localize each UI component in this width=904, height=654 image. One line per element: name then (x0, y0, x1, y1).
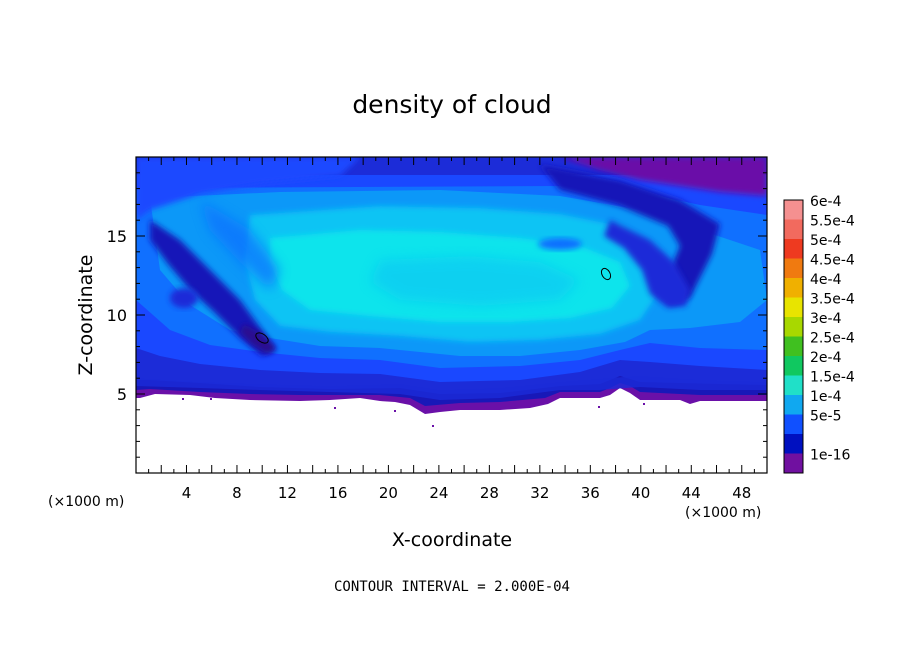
upper-left-blue (136, 157, 360, 220)
x-tick-label: 36 (581, 484, 600, 502)
y-tick-label: 15 (107, 227, 127, 246)
y-tick-label: 10 (107, 306, 127, 325)
colorbar-label: 1e-16 (810, 448, 850, 464)
colorbar-swatch (784, 453, 803, 474)
colorbar-label: 3.5e-4 (810, 292, 855, 308)
colorbar-frame (783, 199, 804, 474)
left-eddy (170, 288, 198, 308)
x-tick-label: 4 (182, 484, 192, 502)
upper-right-purple-band (560, 157, 767, 196)
x-tick-label: 44 (682, 484, 701, 502)
x-tick-label: 24 (429, 484, 448, 502)
colorbar-label: 2.5e-4 (810, 331, 855, 347)
colorbar-swatch (784, 297, 803, 318)
x-tick-label: 48 (732, 484, 751, 502)
x-tick-label: 20 (379, 484, 398, 502)
colorbar-label: 2e-4 (810, 350, 842, 366)
speck (210, 398, 212, 400)
colorbar-label: 5e-5 (810, 409, 841, 425)
colorbar-label: 5.5e-4 (810, 214, 855, 230)
x-unit-label-right: (×1000 m) (685, 505, 761, 521)
x-tick-label: 28 (480, 484, 499, 502)
colorbar-swatch (784, 375, 803, 396)
colorbar-label: 5e-4 (810, 233, 842, 249)
colorbar-swatch (784, 356, 803, 376)
left-diagonal-band (150, 220, 276, 356)
contour-loop-left (255, 332, 269, 344)
colorbar-label: 4.5e-4 (810, 253, 855, 269)
colorbar-swatch (784, 200, 803, 220)
x-tick-label: 12 (278, 484, 297, 502)
colorbar-swatch (784, 258, 803, 279)
speck (394, 410, 396, 412)
field-cyan-inner (370, 256, 580, 306)
x-tick-label: 8 (232, 484, 242, 502)
x-tick-label: 32 (530, 484, 549, 502)
center-upper-wisp (200, 200, 280, 290)
colorbar-label: 6e-4 (810, 194, 842, 210)
speck (432, 425, 434, 427)
colorbar: 6e-4 5.5e-4 5e-4 4.5e-4 4e-4 3.5e-4 3e-4 2.5e-4… (783, 194, 855, 474)
x-tick-label: 16 (328, 484, 347, 502)
x-axis-label: X-coordinate (392, 529, 512, 551)
x-tick-label: 40 (631, 484, 650, 502)
colorbar-swatch (784, 317, 803, 337)
speck (598, 406, 600, 408)
x-unit-label: (×1000 m) (48, 494, 124, 510)
colorbar-swatch (784, 239, 803, 259)
y-axis-label: Z-coordinate (75, 255, 97, 376)
contour-loop-right (600, 267, 612, 281)
chart-title: density of cloud (352, 90, 551, 119)
right-vortex (604, 220, 690, 308)
colorbar-swatch (784, 278, 803, 298)
colorbar-label: 1.5e-4 (810, 370, 855, 386)
left-dark-core (240, 324, 276, 354)
colorbar-label: 4e-4 (810, 272, 842, 288)
colorbar-swatch (784, 336, 803, 357)
colorbar-swatch (784, 219, 803, 240)
y-tick-label: 5 (117, 385, 127, 404)
colorbar-label: 3e-4 (810, 311, 842, 327)
right-light-patch (538, 238, 582, 250)
colorbar-label: 1e-4 (810, 389, 842, 405)
colorbar-swatch (784, 434, 803, 454)
contour-interval-note: CONTOUR INTERVAL = 2.000E-04 (334, 579, 570, 595)
colorbar-swatch (784, 414, 803, 435)
speck (334, 407, 336, 409)
colorbar-swatch (784, 395, 803, 415)
speck (182, 398, 184, 400)
speck (643, 403, 645, 405)
cloud-density-field (136, 157, 767, 473)
bottom-mid-band (136, 376, 767, 400)
